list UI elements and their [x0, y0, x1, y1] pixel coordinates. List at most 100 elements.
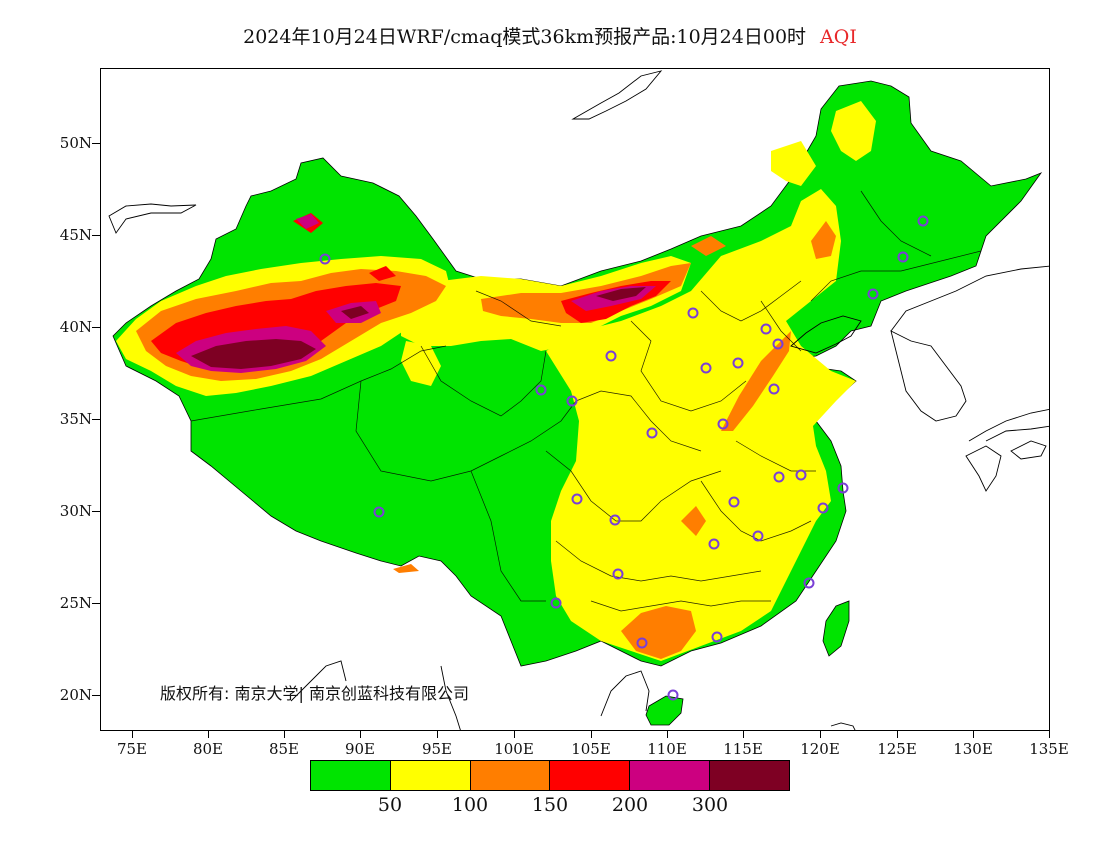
x-tick-label: 115E [723, 740, 763, 758]
legend-swatch [550, 761, 631, 790]
legend-swatch [470, 761, 551, 790]
title-pollutant: AQI [820, 26, 857, 48]
y-tick [92, 511, 100, 512]
taiwan-island [822, 600, 850, 657]
city-marker [795, 469, 807, 481]
aqi-legend [310, 760, 790, 791]
x-tick-label: 120E [800, 740, 840, 758]
x-tick [820, 731, 821, 738]
x-tick-label: 85E [268, 740, 300, 758]
city-marker [773, 471, 785, 483]
aqi-zone-yellow-northeast-2 [771, 141, 816, 186]
aqi-zone-yellow-east [546, 189, 856, 661]
aqi-map [108, 70, 1049, 730]
map-frame [100, 68, 1050, 731]
x-tick [208, 731, 209, 738]
aqi-zone-red-xinjiang-2 [369, 266, 396, 281]
x-tick [360, 731, 361, 738]
x-tick [667, 731, 668, 738]
city-marker [373, 506, 385, 518]
legend-swatch [630, 761, 711, 790]
y-tick-label: 30N [59, 502, 92, 520]
city-marker [667, 689, 679, 701]
y-tick-label: 45N [59, 226, 92, 244]
city-marker [897, 251, 909, 263]
legend-label: 50 [377, 794, 403, 816]
x-tick-label: 95E [421, 740, 453, 758]
x-tick-label: 80E [192, 740, 224, 758]
x-tick [743, 731, 744, 738]
legend-swatch [311, 761, 391, 790]
legend-label: 100 [451, 794, 489, 816]
legend-swatch [390, 761, 471, 790]
city-marker [760, 323, 772, 335]
copyright-text: 版权所有: 南京大学| 南京创蓝科技有限公司 [160, 684, 469, 703]
aqi-zone-purple-xinjiang-north [296, 214, 319, 229]
city-marker [867, 288, 879, 300]
city-marker [917, 215, 929, 227]
y-tick [92, 419, 100, 420]
aqi-zone-maroon-innermongolia [596, 287, 646, 301]
city-marker [566, 395, 578, 407]
aqi-zone-maroon-xinjiang [191, 339, 316, 369]
y-tick [92, 235, 100, 236]
city-marker [646, 427, 658, 439]
city-marker [752, 530, 764, 542]
aqi-zone-yellow-northeast [831, 101, 876, 161]
city-marker [772, 338, 784, 350]
city-markers [319, 215, 929, 701]
aqi-zone-orange-xizang [393, 564, 419, 573]
x-tick [284, 731, 285, 738]
x-tick [973, 731, 974, 738]
x-tick [591, 731, 592, 738]
y-tick-label: 25N [59, 594, 92, 612]
aqi-zone-orange-innermongolia [481, 263, 691, 323]
y-tick-label: 20N [59, 686, 92, 704]
city-marker [728, 496, 740, 508]
city-marker [535, 384, 547, 396]
x-tick [1049, 731, 1050, 738]
x-tick-label: 130E [953, 740, 993, 758]
city-marker [732, 357, 744, 369]
aqi-zone-orange-northeast [811, 221, 836, 259]
x-tick [897, 731, 898, 738]
aqi-zone-maroon-xinjiang-2 [341, 306, 369, 319]
x-tick-label: 125E [877, 740, 917, 758]
city-marker [711, 631, 723, 643]
province-borders [190, 190, 982, 612]
y-tick-label: 50N [59, 134, 92, 152]
city-marker [571, 493, 583, 505]
city-marker [837, 482, 849, 494]
city-marker [319, 253, 331, 265]
aqi-zone-orange-hebei [721, 331, 791, 431]
x-tick [514, 731, 515, 738]
y-tick [92, 603, 100, 604]
x-tick-label: 135E [1029, 740, 1069, 758]
city-marker [708, 538, 720, 550]
city-marker [687, 307, 699, 319]
x-tick-label: 100E [494, 740, 534, 758]
city-marker [636, 637, 648, 649]
x-tick-label: 105E [571, 740, 611, 758]
city-marker [803, 577, 815, 589]
y-tick [92, 327, 100, 328]
x-tick [132, 731, 133, 738]
foreign-coastlines [108, 70, 1049, 730]
city-marker [550, 597, 562, 609]
city-marker [605, 350, 617, 362]
city-marker [700, 362, 712, 374]
city-marker [612, 568, 624, 580]
legend-label: 300 [691, 794, 729, 816]
city-marker [817, 502, 829, 514]
y-tick [92, 695, 100, 696]
hainan-island [645, 695, 684, 726]
x-tick-label: 90E [344, 740, 376, 758]
legend-label: 150 [531, 794, 569, 816]
y-tick [92, 143, 100, 144]
aqi-zone-orange-hubei [681, 506, 706, 536]
x-tick-label: 110E [647, 740, 687, 758]
x-tick-label: 75E [116, 740, 148, 758]
city-marker [768, 383, 780, 395]
x-tick [437, 731, 438, 738]
aqi-zone-orange-guangxi [621, 606, 696, 659]
